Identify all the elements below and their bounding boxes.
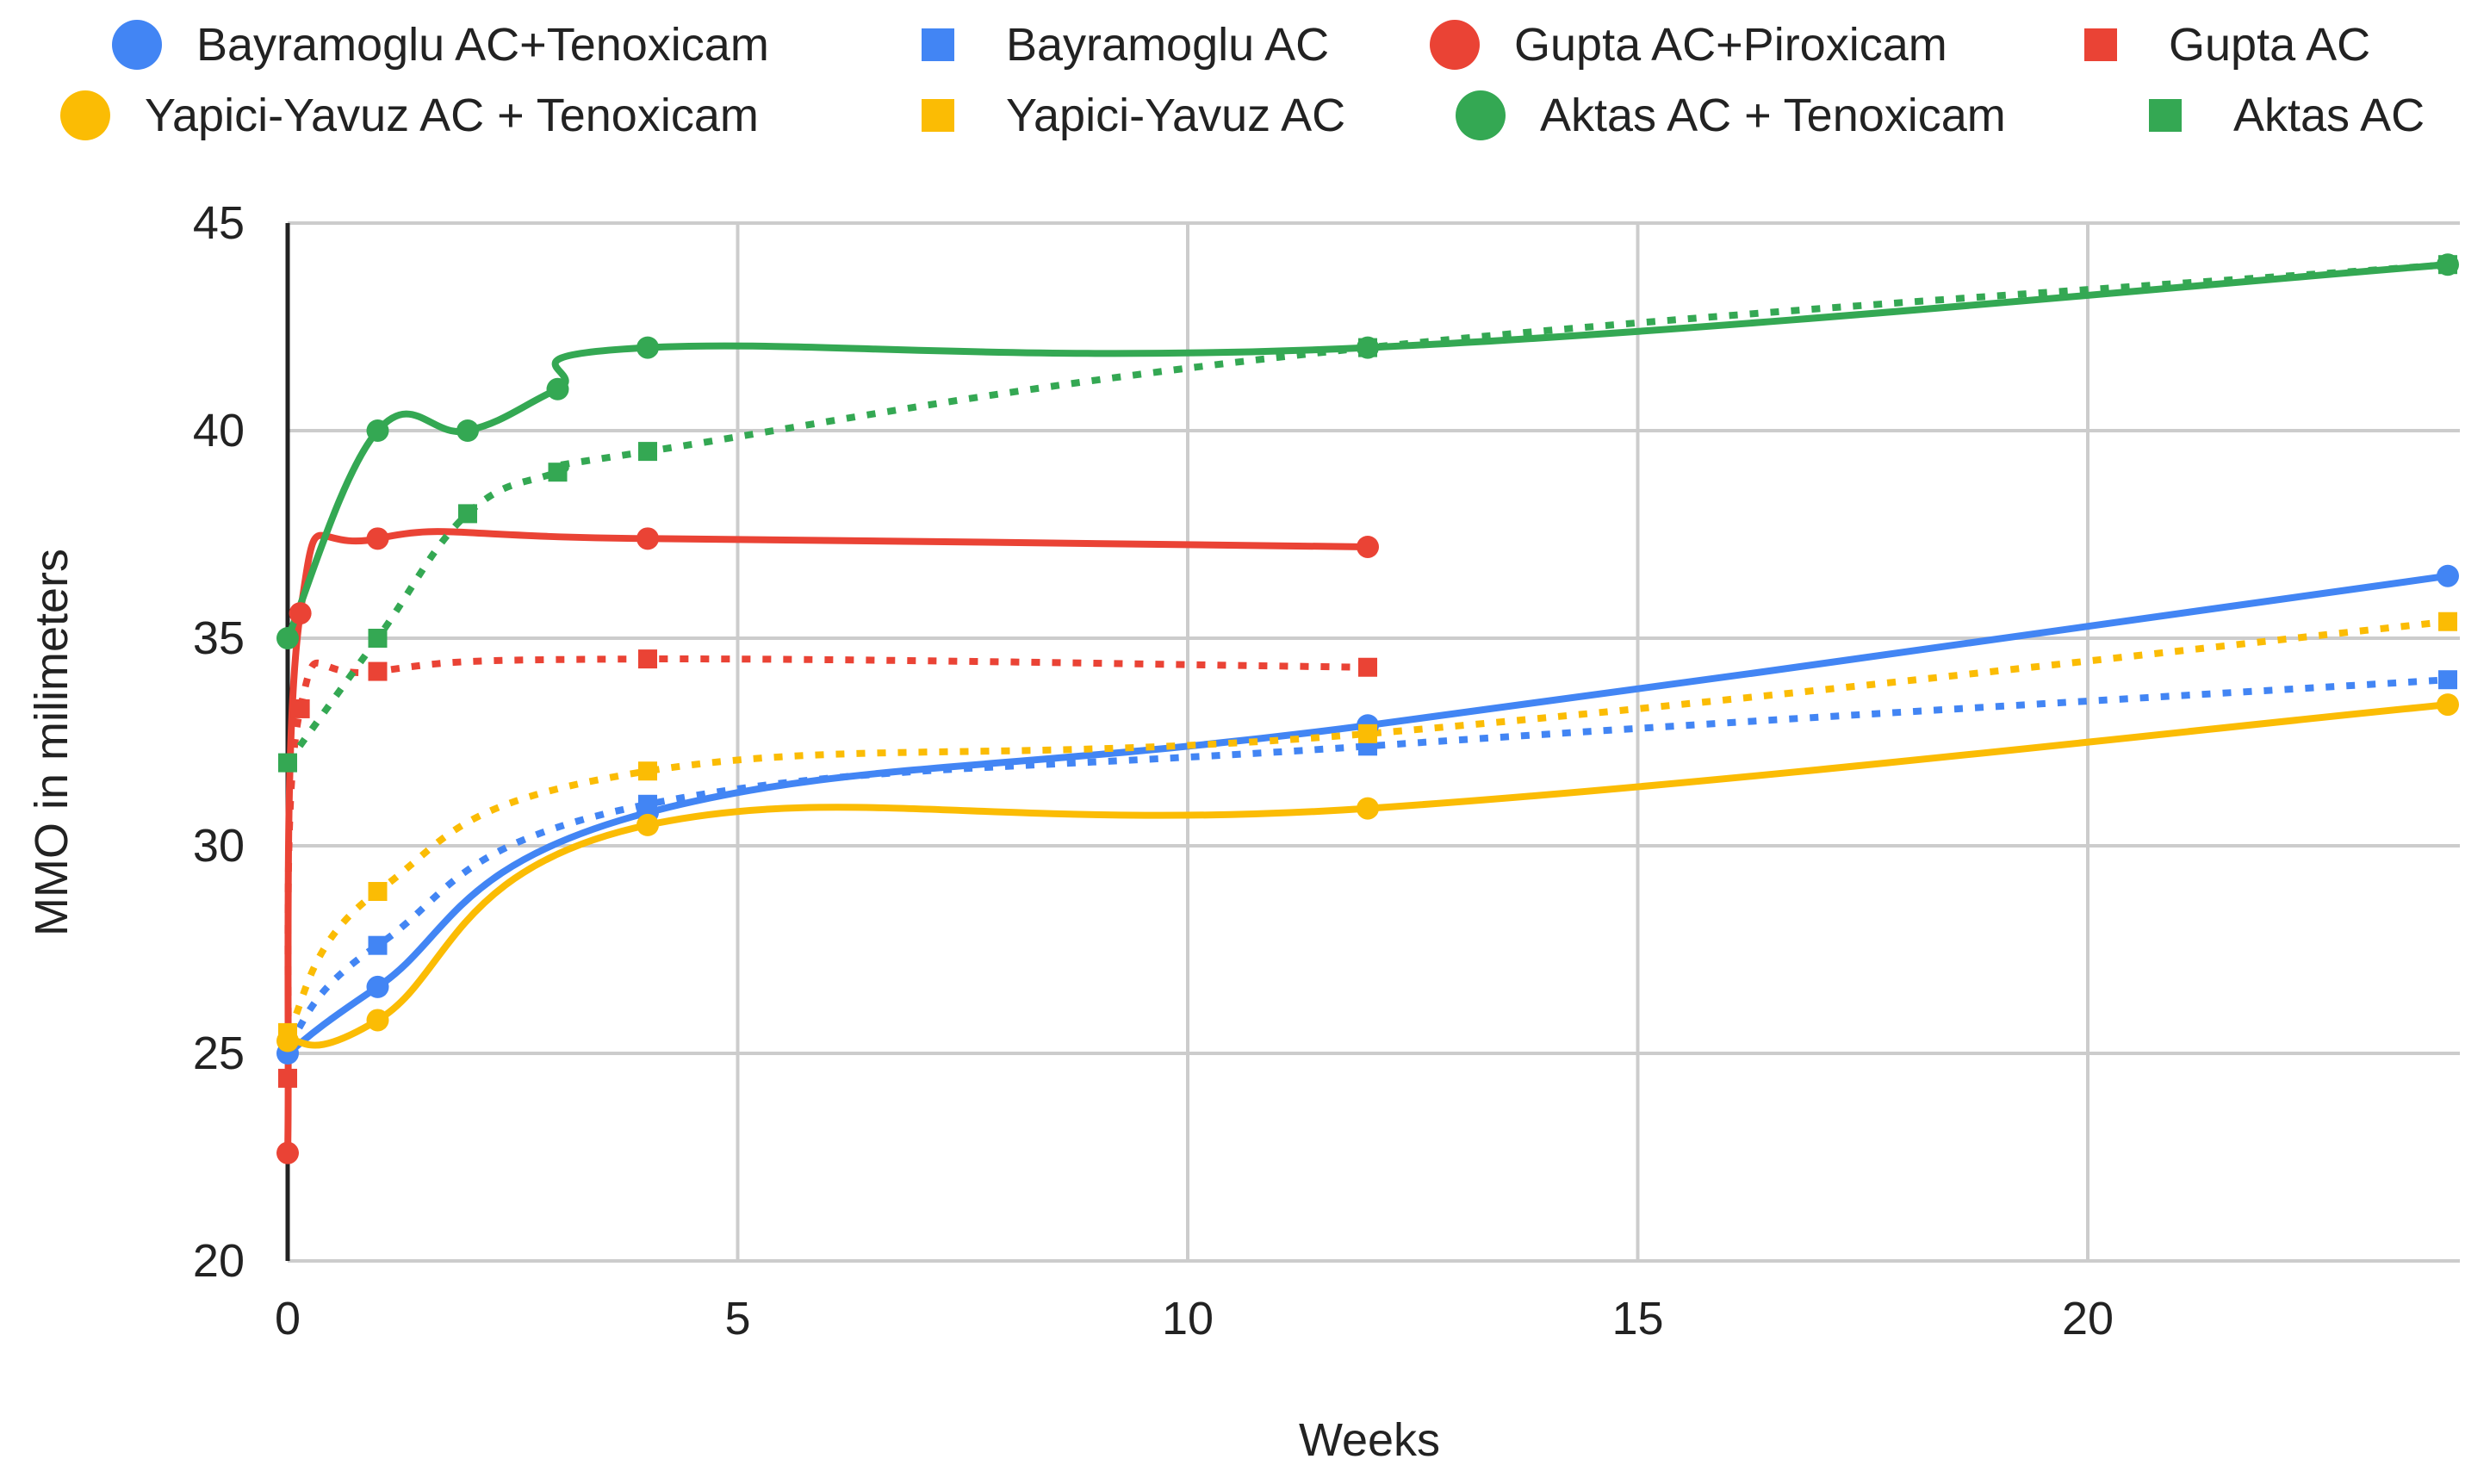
tick-labels: 20 25 30 35 40 45 0 5 10 15 20	[193, 197, 2114, 1344]
data-point-yapici-yavuz-ac-tenoxicam	[2437, 693, 2459, 717]
data-point-yapici-yavuz-ac-tenoxicam	[366, 1009, 389, 1032]
y-tick-label: 30	[193, 820, 245, 872]
data-point-yapici-yavuz-ac-tenoxicam	[1357, 797, 1379, 820]
data-point-bayramoglu-ac-tenoxicam	[366, 975, 389, 998]
legend-item: Bayramoglu AC+Tenoxicam	[112, 18, 769, 71]
data-point-yapici-yavuz-ac-tenoxicam	[636, 813, 659, 836]
series-markers	[276, 253, 2459, 1164]
series-line-bayramoglu-ac-tenoxicam	[285, 572, 2449, 1057]
data-point-aktas-ac-tenoxicam	[546, 377, 569, 400]
data-point-gupta-ac-piroxicam	[276, 1141, 299, 1164]
series-line-gupta-ac	[284, 655, 1369, 1079]
x-tick-label: 0	[275, 1293, 301, 1344]
y-tick-label: 40	[193, 405, 245, 456]
data-point-yapici-yavuz-ac	[278, 1022, 297, 1042]
data-point-bayramoglu-ac	[638, 794, 657, 814]
legend-item: Yapici-Yavuz AC + Tenoxicam	[60, 89, 759, 142]
data-point-aktas-ac	[638, 442, 657, 462]
data-point-bayramoglu-ac-tenoxicam	[2437, 564, 2459, 587]
data-point-aktas-ac	[1358, 338, 1377, 357]
data-point-bayramoglu-ac	[2438, 670, 2457, 690]
legend-label: Gupta AC+Piroxicam	[1514, 19, 1947, 71]
data-point-aktas-ac-tenoxicam	[276, 627, 299, 649]
data-point-aktas-ac	[548, 463, 568, 482]
data-point-gupta-ac-piroxicam	[1357, 535, 1379, 558]
x-tick-label: 15	[1611, 1293, 1663, 1344]
x-tick-label: 10	[1162, 1293, 1214, 1344]
data-point-gupta-ac	[638, 649, 657, 669]
data-point-gupta-ac-piroxicam	[289, 602, 312, 625]
legend-label: Bayramoglu AC	[1006, 19, 1330, 71]
y-tick-label: 45	[193, 197, 245, 249]
data-point-aktas-ac	[458, 504, 477, 524]
legend-label: Aktas AC	[2233, 90, 2425, 141]
legend-item: Aktas AC	[2140, 89, 2425, 142]
data-point-yapici-yavuz-ac	[368, 882, 388, 902]
series-line-bayramoglu-ac	[284, 676, 2449, 1048]
legend-item: Bayramoglu AC	[913, 18, 1329, 71]
circle-marker-icon	[112, 20, 162, 70]
data-point-gupta-ac	[1358, 657, 1377, 677]
data-point-aktas-ac-tenoxicam	[636, 336, 659, 359]
data-point-aktas-ac	[368, 629, 388, 648]
y-tick-label: 35	[193, 612, 245, 664]
square-marker-icon	[2149, 99, 2182, 132]
data-point-gupta-ac-piroxicam	[636, 527, 659, 550]
data-point-aktas-ac	[278, 753, 297, 773]
series-line-aktas-ac-tenoxicam	[284, 261, 2449, 640]
circle-marker-icon	[1456, 90, 1506, 140]
legend-item: Yapici-Yavuz AC	[913, 89, 1345, 142]
circle-marker-icon	[1430, 20, 1480, 70]
square-marker-icon	[922, 99, 954, 132]
legend-label: Bayramoglu AC+Tenoxicam	[196, 19, 769, 71]
data-point-gupta-ac	[278, 1068, 297, 1088]
series-line-yapici-yavuz-ac-tenoxicam	[287, 701, 2449, 1049]
data-point-yapici-yavuz-ac	[638, 761, 657, 781]
legend-label: Yapici-Yavuz AC + Tenoxicam	[145, 90, 759, 141]
data-point-aktas-ac-tenoxicam	[366, 419, 389, 442]
data-point-bayramoglu-ac	[368, 935, 388, 955]
legend-item: Gupta AC+Piroxicam	[1430, 18, 1947, 71]
x-tick-label: 5	[724, 1293, 750, 1344]
y-tick-label: 25	[193, 1028, 245, 1079]
series-line-yapici-yavuz-ac	[284, 618, 2449, 1035]
legend-label: Yapici-Yavuz AC	[1006, 90, 1346, 141]
data-point-gupta-ac-piroxicam	[366, 527, 389, 550]
data-point-yapici-yavuz-ac	[1358, 723, 1377, 743]
square-marker-icon	[922, 28, 954, 61]
series-line-gupta-ac-piroxicam	[284, 528, 1369, 1153]
series-lines	[284, 261, 2449, 1153]
legend-label: Aktas AC + Tenoxicam	[1540, 90, 2006, 141]
data-point-aktas-ac-tenoxicam	[456, 419, 479, 442]
y-axis-label: MMO in milimeters	[26, 549, 78, 936]
legend-item: Aktas AC + Tenoxicam	[1456, 89, 2006, 142]
legend-item: Gupta AC	[2076, 18, 2370, 71]
y-tick-label: 20	[193, 1235, 245, 1287]
circle-marker-icon	[60, 90, 110, 140]
gridlines	[285, 221, 2460, 1263]
x-tick-label: 20	[2062, 1293, 2114, 1344]
data-point-gupta-ac	[290, 699, 310, 718]
square-marker-icon	[2084, 28, 2117, 61]
data-point-aktas-ac	[2438, 255, 2457, 275]
data-point-yapici-yavuz-ac	[2438, 612, 2457, 631]
legend-label: Gupta AC	[2169, 19, 2371, 71]
data-point-gupta-ac	[368, 661, 388, 681]
x-axis-label: Weeks	[1299, 1414, 1440, 1466]
